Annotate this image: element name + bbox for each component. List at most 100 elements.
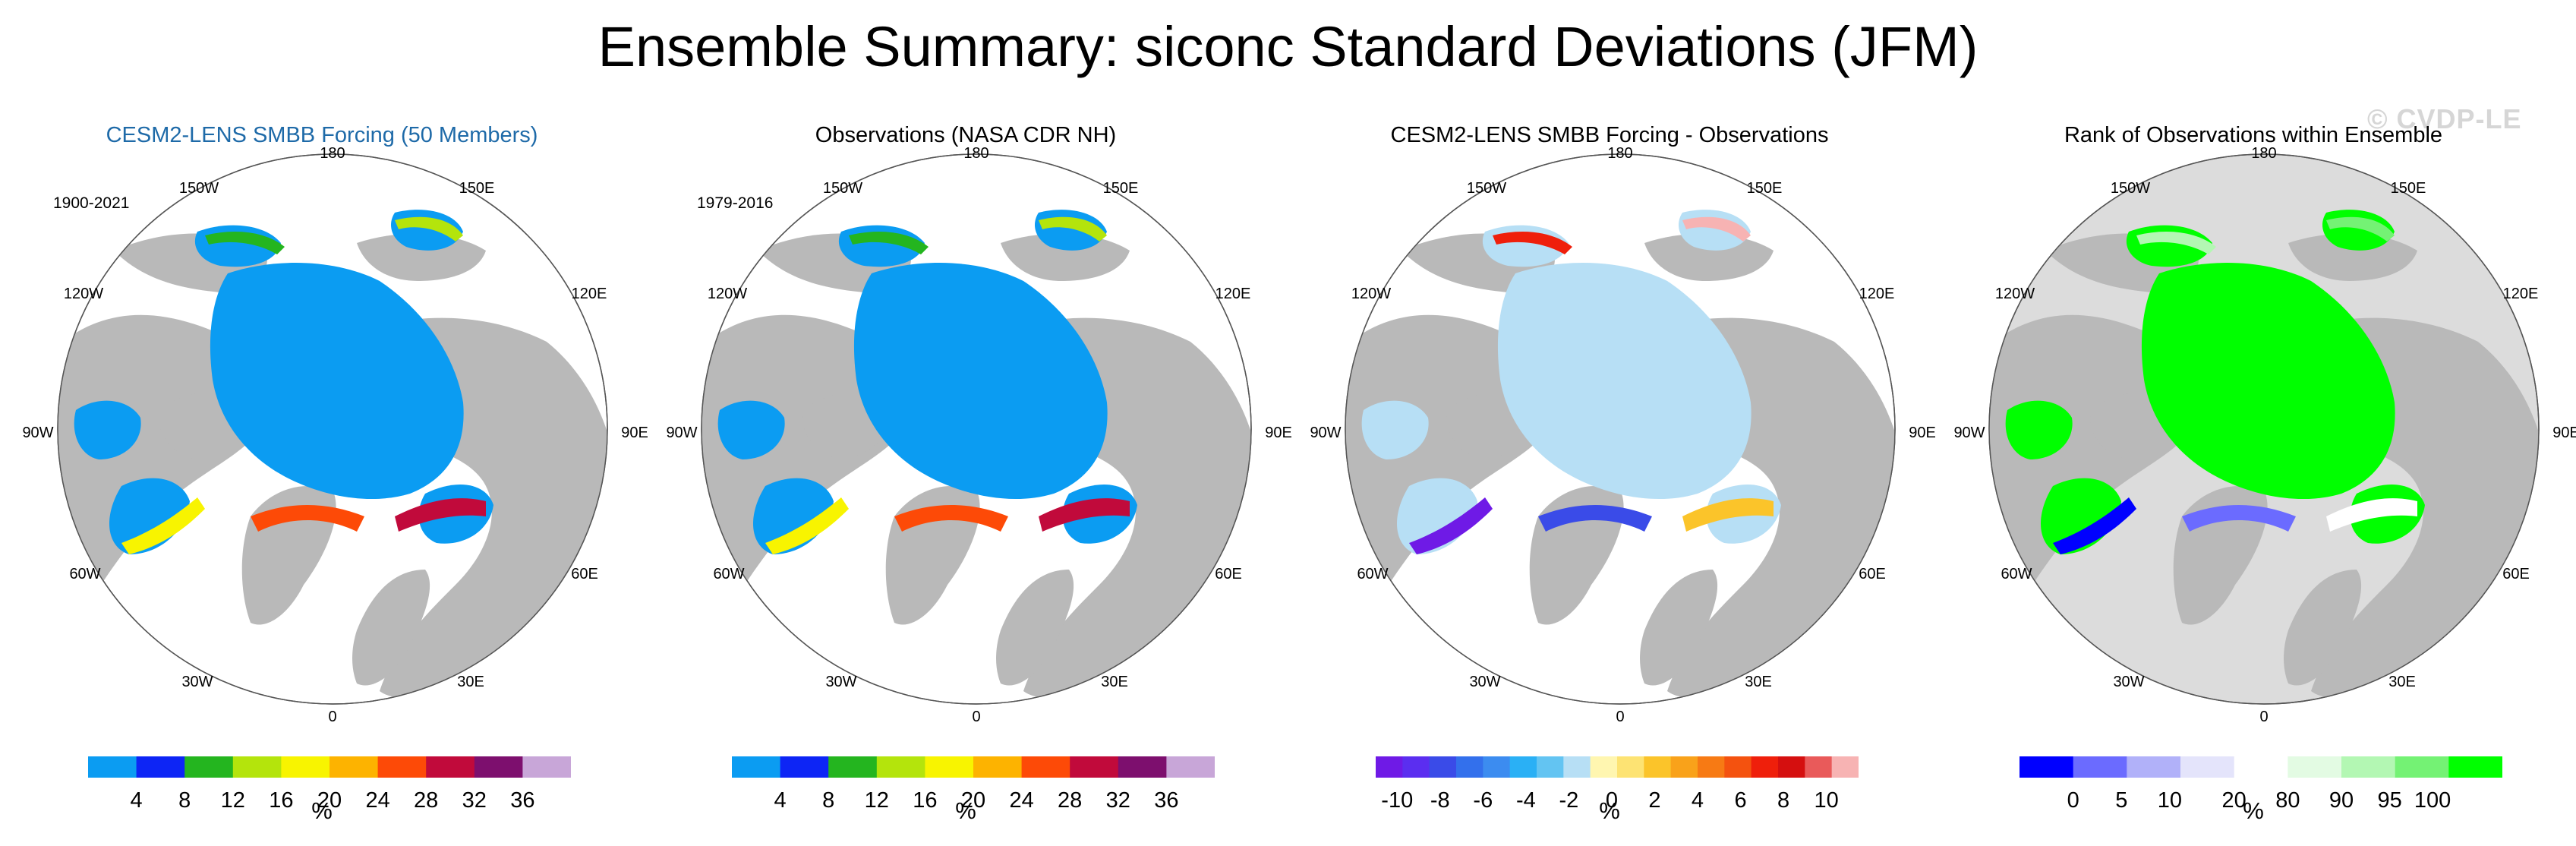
chukotka-landmass: [2288, 233, 2417, 281]
longitude-label: 120E: [2503, 286, 2539, 302]
longitude-label: 30E: [457, 674, 484, 690]
chukotka-landmass: [1644, 233, 1774, 281]
colorbar-swatch: [2180, 756, 2235, 778]
longitude-label: 30W: [825, 674, 856, 690]
colorbar-swatch: [474, 756, 523, 778]
hudson-bay-ice: [717, 400, 785, 459]
colorbar-tick-label: 80: [2275, 788, 2300, 813]
colorbar-swatch: [2234, 756, 2288, 778]
longitude-label: 120W: [1995, 286, 2035, 302]
colorbar-swatch: [2288, 756, 2342, 778]
polar-map: 180 150W 150E 120W 120E 90W 90E 60W 60E 30W 30E 0: [1953, 145, 2576, 725]
colorbar-tick-label: 0: [1605, 788, 1618, 813]
ice-edge-anomaly: [395, 498, 486, 532]
colorbar-unit-label: %: [955, 797, 976, 824]
colorbar-ticks: -10 -8 -6 -4 -2 0 2 4 6 8 10: [1376, 778, 1859, 831]
colorbar-swatch: [2448, 756, 2502, 778]
longitude-label: 120E: [1215, 286, 1251, 302]
north-america-landmass: [1345, 314, 1553, 615]
colorbar-ticks: 4 8 12 16 20 24 28 32 36: [732, 778, 1215, 831]
colorbar-tick-label: -2: [1559, 788, 1579, 813]
colorbar-swatch: [329, 756, 379, 778]
longitude-label: 30E: [2388, 674, 2416, 690]
colorbar-swatch: [1724, 756, 1752, 778]
chukotka-landmass: [357, 233, 486, 281]
colorbar-tick-label: 20: [317, 788, 342, 813]
longitude-label: 30W: [1469, 674, 1500, 690]
colorbar: [732, 756, 1215, 778]
colorbar-swatch: [1751, 756, 1779, 778]
longitude-label: 60W: [2001, 566, 2032, 582]
ice-edge-anomaly: [1493, 232, 1572, 254]
map-panel-3: CESM2-LENS SMBB Forcing - Observations 18…: [1288, 114, 1935, 846]
hudson-bay-ice: [1361, 400, 1429, 459]
longitude-label: 90E: [621, 425, 648, 441]
colorbar-swatch: [2019, 756, 2074, 778]
colorbar: [88, 756, 571, 778]
north-america-landmass: [1989, 314, 2196, 615]
colorbar-tick-label: 2: [1648, 788, 1661, 813]
map-boundary: [701, 153, 1252, 705]
colorbar-swatch: [1070, 756, 1119, 778]
colorbar-unit-label: %: [2243, 797, 2264, 824]
colorbar-ticks: 0 5 10 20 80 90 95 100: [2019, 778, 2502, 831]
longitude-label: 0: [328, 709, 336, 725]
colorbar-unit-label: %: [311, 797, 333, 824]
colorbar-swatch: [1805, 756, 1833, 778]
ice-edge-anomaly: [1538, 505, 1652, 532]
longitude-label: 30E: [1745, 674, 1772, 690]
longitude-label: 120E: [572, 286, 607, 302]
ice-edge-anomaly: [251, 505, 364, 532]
colorbar-ticks: 4 8 12 16 20 24 28 32 36: [88, 778, 571, 831]
map-panel-2: Observations (NASA CDR NH) 1979-2016 180 15…: [644, 114, 1291, 846]
longitude-label: 180: [963, 145, 988, 162]
central-arctic-ice: [1497, 263, 1751, 500]
map-boundary: [57, 153, 608, 705]
longitude-label: 150E: [1747, 180, 1783, 197]
colorbar-tick-label: 16: [269, 788, 294, 813]
ice-edge-anomaly: [395, 216, 463, 241]
ice-edge-anomaly: [2182, 505, 2296, 532]
scandinavia-landmass: [996, 570, 1074, 686]
panel-title: Observations (NASA CDR NH): [815, 123, 1117, 147]
colorbar-tick-label: -8: [1430, 788, 1450, 813]
colorbar-tick-label: 4: [774, 788, 787, 813]
colorbar-tick-label: 0: [2067, 788, 2079, 813]
colorbar-tick-label: 6: [1734, 788, 1747, 813]
longitude-label: 30E: [1101, 674, 1128, 690]
colorbar-tick-label: 95: [2377, 788, 2402, 813]
ice-edge-anomaly: [849, 232, 929, 254]
ice-edge-anomaly: [121, 497, 205, 554]
colorbar-tick-label: 100: [2414, 788, 2451, 813]
longitude-label: 90E: [1909, 425, 1936, 441]
colorbar-tick-label: 12: [220, 788, 245, 813]
polar-map: 180 150W 150E 120W 120E 90W 90E 60W 60E 30W 30E 0: [666, 145, 1291, 725]
colorbar-tick-label: -10: [1381, 788, 1414, 813]
colorbar-swatch: [1644, 756, 1672, 778]
ice-edge-anomaly: [2326, 498, 2417, 532]
map-panel-4: Rank of Observations within Ensemble 180 1…: [1931, 114, 2576, 846]
colorbar-swatch: [1698, 756, 1725, 778]
longitude-label: 180: [2251, 145, 2276, 162]
longitude-label: 180: [320, 145, 345, 162]
longitude-label: 60E: [2502, 566, 2530, 582]
longitude-label: 150W: [823, 180, 862, 197]
colorbar-swatch: [1509, 756, 1537, 778]
map-boundary: [1345, 153, 1896, 705]
colorbar-swatch: [828, 756, 878, 778]
colorbar-swatch: [1021, 756, 1070, 778]
colorbar-swatch: [2127, 756, 2181, 778]
colorbar-tick-label: 24: [365, 788, 390, 813]
date-range-label: 1979-2016: [697, 194, 774, 212]
longitude-label: 0: [1616, 709, 1624, 725]
colorbar-tick-label: 32: [462, 788, 487, 813]
longitude-label: 150W: [179, 180, 219, 197]
colorbar-swatch: [136, 756, 185, 778]
colorbar-swatch: [2341, 756, 2396, 778]
colorbar-swatch: [377, 756, 427, 778]
longitude-label: 90E: [2552, 425, 2576, 441]
colorbar-tick-label: 8: [178, 788, 191, 813]
longitude-label: 30W: [2113, 674, 2144, 690]
longitude-label: 90E: [1265, 425, 1292, 441]
colorbar-swatch: [876, 756, 925, 778]
